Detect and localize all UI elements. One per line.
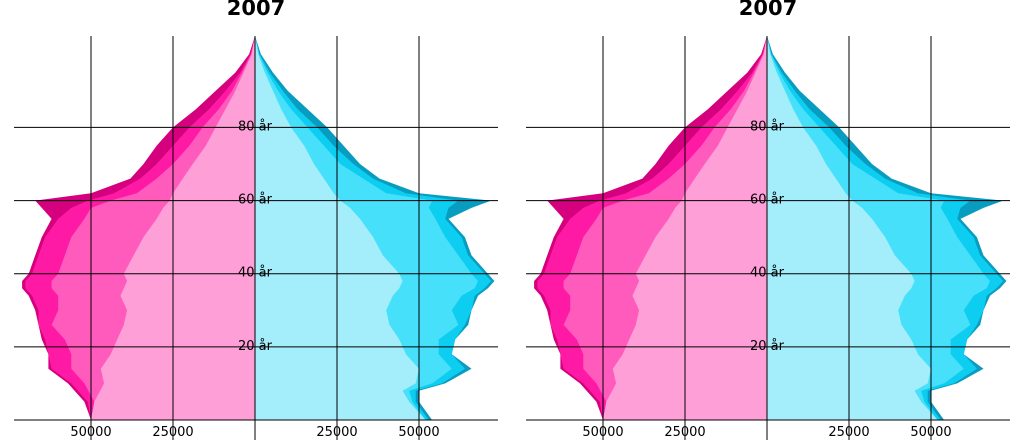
- population-pyramid-right: 2007 20 år 40 år 60 år 80 år 50000 25000 25000…: [512, 0, 1024, 440]
- age-tick-label: 60 år: [750, 193, 785, 208]
- chart-title: 2007: [738, 0, 798, 20]
- x-tick-label: 25000: [828, 425, 869, 440]
- x-tick-label: 50000: [582, 425, 623, 440]
- age-tick-label: 80 år: [750, 119, 785, 134]
- pyramid-plot: 20 år 40 år 60 år 80 år 50000 25000 25000 50000: [14, 36, 498, 440]
- age-tick-label: 40 år: [750, 266, 785, 281]
- chart-title: 2007: [226, 0, 286, 20]
- age-tick-label: 20 år: [750, 339, 785, 354]
- x-tick-label: 50000: [910, 425, 951, 440]
- x-tick-label: 25000: [152, 425, 193, 440]
- x-tick-label: 25000: [664, 425, 705, 440]
- age-tick-label: 80 år: [238, 119, 273, 134]
- male-area-layer-1: [255, 36, 426, 420]
- pyramid-plot: 20 år 40 år 60 år 80 år 50000 25000 25000 50000: [526, 36, 1010, 440]
- population-pyramid-left: 2007 20 år 40 år 60 år 80 år 50000 25000 25000…: [14, 0, 498, 440]
- age-tick-label: 20 år: [238, 339, 273, 354]
- x-tick-label: 50000: [398, 425, 439, 440]
- age-tick-label: 40 år: [238, 266, 273, 281]
- x-tick-label: 25000: [316, 425, 357, 440]
- male-area-layer-1: [767, 36, 938, 420]
- x-tick-label: 50000: [70, 425, 111, 440]
- age-tick-label: 60 år: [238, 193, 273, 208]
